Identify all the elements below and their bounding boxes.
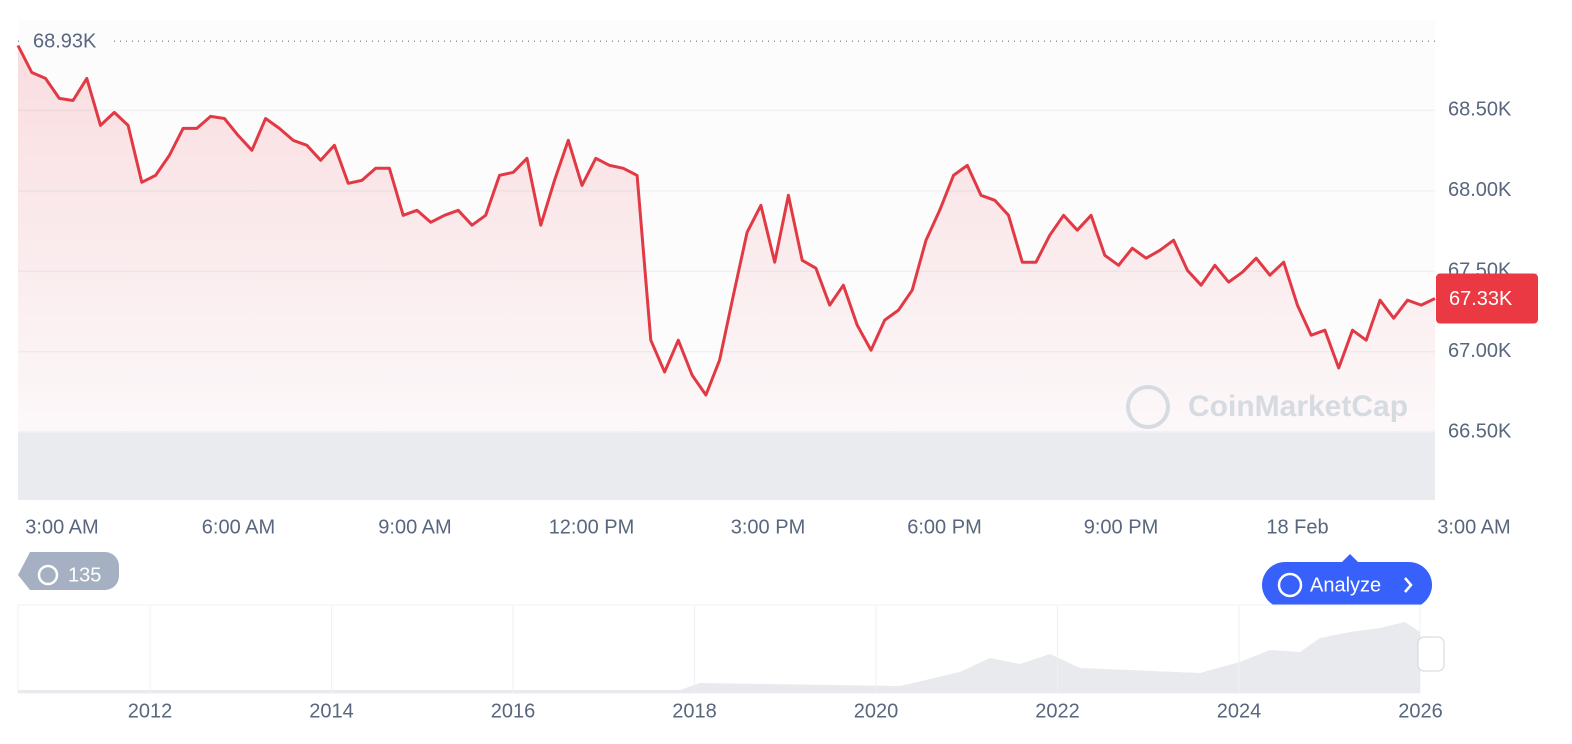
navigator-labels: 2012 2014 2016 2018 2020 2022 2024 2026 xyxy=(128,605,1443,722)
area-fill xyxy=(18,45,1435,432)
x-tick-label: 6:00 PM xyxy=(907,516,981,538)
watermark-text: CoinMarketCap xyxy=(1188,390,1408,423)
y-tick-label: 67.00K xyxy=(1448,340,1512,362)
history-count: 135 xyxy=(68,564,101,586)
button-icon xyxy=(1277,572,1303,598)
price-line xyxy=(16,44,1436,397)
chevron xyxy=(1404,577,1413,593)
current-price-label: 67.33K xyxy=(1449,288,1513,310)
volume-area xyxy=(18,432,1435,500)
year-label: 2026 xyxy=(1398,700,1443,722)
x-tick-label: 18 Feb xyxy=(1266,516,1328,538)
high-label: 68.93K xyxy=(33,31,97,53)
y-tick-label: 68.50K xyxy=(1448,99,1512,121)
current-price-bg xyxy=(1436,273,1538,324)
main-plot: 66.50K67.00K67.50K68.00K68.50K68.93K67.3… xyxy=(16,27,1538,538)
x-tick-label: 3:00 AM xyxy=(1437,516,1510,538)
button-bg[interactable] xyxy=(1262,562,1432,608)
x-tick-label: 3:00 PM xyxy=(731,516,805,538)
analyze-button[interactable]: Analyze xyxy=(1262,554,1432,608)
y-tick-label: 66.50K xyxy=(1448,420,1512,442)
year-label: 2022 xyxy=(1035,700,1080,722)
x-tick-label: 12:00 PM xyxy=(549,516,635,538)
watermark: CoinMarketCap xyxy=(1126,385,1408,429)
badge-bg[interactable] xyxy=(18,552,119,590)
x-tick-label: 3:00 AM xyxy=(25,516,98,538)
navigator-area xyxy=(18,622,1420,693)
y-tick-label: 68.00K xyxy=(1448,179,1512,201)
navigator xyxy=(17,604,1445,694)
year-label: 2020 xyxy=(854,700,899,722)
clock-icon xyxy=(37,564,59,586)
high-label-bg xyxy=(24,27,114,56)
x-tick-label: 9:00 PM xyxy=(1084,516,1158,538)
x-tick-label: 9:00 AM xyxy=(378,516,451,538)
button-label: Analyze xyxy=(1310,574,1381,596)
year-label: 2024 xyxy=(1217,700,1262,722)
watermark-logo xyxy=(1126,385,1170,429)
navigator-handle[interactable] xyxy=(1417,636,1445,672)
year-label: 2018 xyxy=(672,700,717,722)
year-label: 2012 xyxy=(128,700,173,722)
year-label: 2016 xyxy=(491,700,536,722)
pointer xyxy=(1342,554,1358,562)
x-tick-label: 6:00 AM xyxy=(202,516,275,538)
history-badge[interactable]: 135 xyxy=(18,552,119,590)
year-label: 2014 xyxy=(309,700,354,722)
